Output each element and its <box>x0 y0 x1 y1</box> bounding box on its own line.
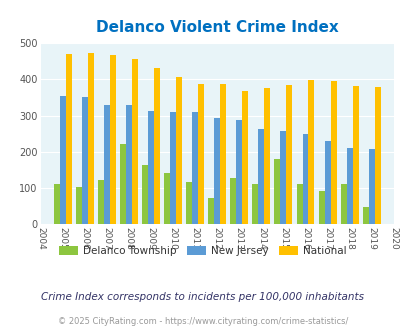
Bar <box>280 131 286 224</box>
Bar <box>81 97 87 224</box>
Bar <box>109 55 115 224</box>
Bar <box>286 85 292 224</box>
Bar <box>148 111 153 224</box>
Bar <box>324 141 330 224</box>
Bar <box>170 112 176 224</box>
Legend: Delanco Township, New Jersey, National: Delanco Township, New Jersey, National <box>55 242 350 260</box>
Bar <box>368 149 374 224</box>
Bar <box>220 83 226 224</box>
Bar <box>274 159 280 224</box>
Title: Delanco Violent Crime Index: Delanco Violent Crime Index <box>96 20 338 35</box>
Bar <box>208 198 214 224</box>
Bar <box>252 184 258 224</box>
Bar <box>308 80 314 224</box>
Bar <box>53 184 60 224</box>
Bar <box>126 105 132 224</box>
Bar <box>374 87 380 224</box>
Bar <box>302 134 308 224</box>
Bar <box>352 86 358 224</box>
Bar <box>330 82 336 224</box>
Bar <box>236 120 242 224</box>
Text: © 2025 CityRating.com - https://www.cityrating.com/crime-statistics/: © 2025 CityRating.com - https://www.city… <box>58 317 347 326</box>
Bar <box>230 178 236 224</box>
Bar <box>264 87 270 224</box>
Bar <box>176 77 181 224</box>
Bar <box>318 191 324 224</box>
Bar <box>198 83 204 224</box>
Bar <box>214 118 220 224</box>
Bar <box>60 95 66 224</box>
Bar <box>66 54 71 224</box>
Bar <box>362 207 368 224</box>
Bar <box>258 129 264 224</box>
Bar <box>340 184 346 224</box>
Bar <box>132 59 138 224</box>
Bar <box>186 182 192 224</box>
Bar <box>346 148 352 224</box>
Bar <box>242 91 247 224</box>
Bar <box>76 187 81 224</box>
Bar <box>98 180 104 224</box>
Bar <box>296 184 302 224</box>
Bar <box>87 53 94 224</box>
Bar <box>192 112 198 224</box>
Text: Crime Index corresponds to incidents per 100,000 inhabitants: Crime Index corresponds to incidents per… <box>41 292 364 302</box>
Bar <box>142 164 148 224</box>
Bar <box>164 173 170 224</box>
Bar <box>153 68 160 224</box>
Bar <box>119 144 126 224</box>
Bar <box>104 105 109 224</box>
